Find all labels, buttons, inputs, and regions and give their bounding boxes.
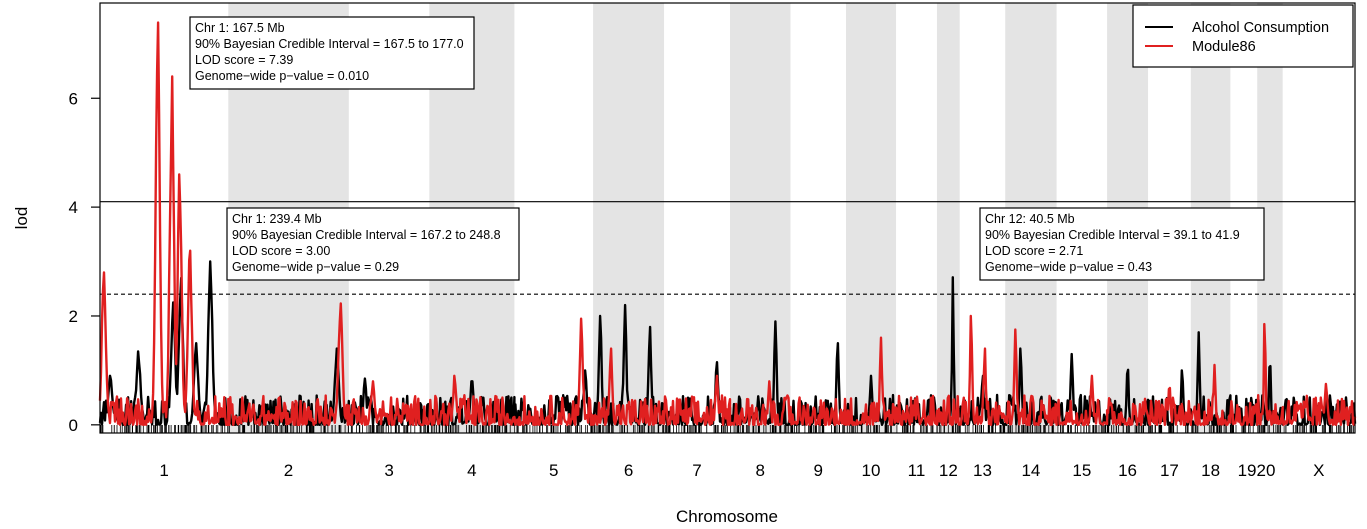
y-tick-label-4: 4: [69, 198, 78, 217]
x-axis-title: Chromosome: [676, 507, 778, 526]
x-tick-label-10: 10: [862, 461, 881, 480]
annotation-box-2: Chr 1: 239.4 Mb 90% Bayesian Credible Int…: [226, 207, 520, 281]
x-tick-label-16: 16: [1118, 461, 1137, 480]
x-tick-label-17: 17: [1160, 461, 1179, 480]
chromosome-band-12: [936, 3, 960, 433]
annotation-frame-2: [226, 207, 520, 281]
legend-label-2: Module86: [1192, 39, 1256, 55]
annotation-line-1-3: LOD score = 7.39: [195, 53, 293, 67]
x-tick-label-12: 12: [939, 461, 958, 480]
annotation-line-1-2: 90% Bayesian Credible Interval = 167.5 t…: [195, 37, 464, 51]
x-tick-label-19: 1920: [1238, 461, 1276, 480]
x-tick-label-3: 3: [384, 461, 393, 480]
y-tick-label-0: 0: [69, 416, 78, 435]
x-tick-label-14: 14: [1021, 461, 1040, 480]
plot-frame: [99, 2, 1356, 434]
y-axis: 0 2 4 6: [69, 89, 100, 435]
annotation-line-3-3: LOD score = 2.71: [985, 244, 1083, 258]
x-tick-label-9: 9: [814, 461, 823, 480]
annotation-line-3-2: 90% Bayesian Credible Interval = 39.1 to…: [985, 228, 1240, 242]
annotation-line-1-4: Genome−wide p−value = 0.010: [195, 69, 369, 83]
x-tick-label-8: 8: [756, 461, 765, 480]
legend: Alcohol Consumption Module86: [1132, 4, 1354, 68]
x-tick-label-4: 4: [467, 461, 476, 480]
annotation-line-2-4: Genome−wide p−value = 0.29: [232, 260, 399, 274]
x-tick-label-X: X: [1313, 461, 1324, 480]
lod-curves: [98, 21, 1357, 426]
x-tick-label-15: 15: [1072, 461, 1091, 480]
x-tick-label-6: 6: [624, 461, 633, 480]
x-tick-label-1: 1: [159, 461, 168, 480]
annotation-line-3-4: Genome−wide p−value = 0.43: [985, 260, 1152, 274]
annotation-frame-3: [979, 207, 1265, 281]
marker-ticks: [100, 425, 1354, 433]
annotation-box-3: Chr 12: 40.5 Mb 90% Bayesian Credible Int…: [979, 207, 1265, 281]
legend-frame: [1132, 4, 1354, 68]
annotation-line-2-3: LOD score = 3.00: [232, 244, 330, 258]
annotation-line-3-1: Chr 12: 40.5 Mb: [985, 212, 1075, 226]
x-tick-label-5: 5: [549, 461, 558, 480]
y-tick-label-2: 2: [69, 307, 78, 326]
chromosome-band-6: [593, 3, 665, 433]
chromosome-band-10: [845, 3, 897, 433]
series-line-2: [98, 21, 1357, 426]
y-axis-title: lod: [12, 207, 31, 230]
x-tick-label-2: 2: [284, 461, 293, 480]
y-tick-label-6: 6: [69, 89, 78, 108]
threshold-lines: [100, 201, 1355, 295]
x-tick-label-13: 13: [973, 461, 992, 480]
annotation-line-2-1: Chr 1: 239.4 Mb: [232, 212, 322, 226]
peak-annotations: Chr 1: 167.5 Mb 90% Bayesian Credible Int…: [189, 16, 1265, 281]
x-tick-label-7: 7: [692, 461, 701, 480]
annotation-frame-1: [189, 16, 475, 90]
legend-label-1: Alcohol Consumption: [1192, 20, 1329, 36]
annotation-line-1-1: Chr 1: 167.5 Mb: [195, 21, 285, 35]
x-axis: 1 2 3 4 5 6 7 8 9 10 11 12 13 14 15 16 17 18 1920 X: [159, 461, 1324, 480]
x-tick-label-11: 11: [908, 461, 926, 480]
x-tick-label-18: 18: [1201, 461, 1220, 480]
annotation-line-2-2: 90% Bayesian Credible Interval = 167.2 t…: [232, 228, 501, 242]
marker-rug: [100, 425, 1354, 433]
annotation-box-1: Chr 1: 167.5 Mb 90% Bayesian Credible Int…: [189, 16, 475, 90]
chromosome-band-8: [730, 3, 791, 433]
